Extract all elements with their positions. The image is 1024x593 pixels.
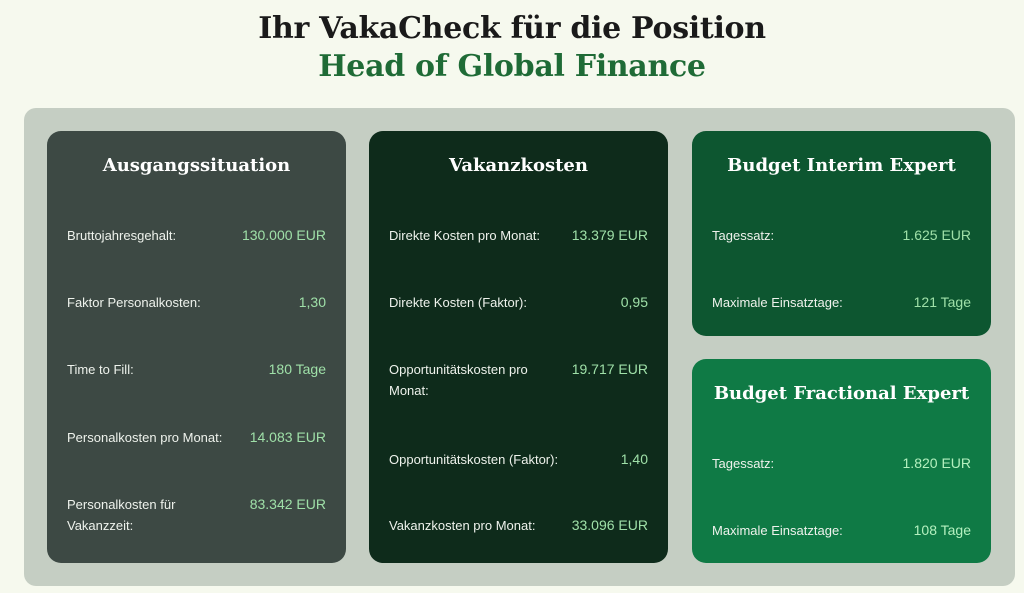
page-title: Ihr VakaCheck für die Position	[258, 11, 766, 46]
position-title: Head of Global Finance	[318, 49, 706, 84]
row-label: Personalkosten pro Monat:	[67, 430, 223, 445]
card-title: Budget Interim Expert	[727, 155, 956, 176]
row-value: 0,95	[620, 294, 648, 310]
row-label: Vakanzkosten pro Monat:	[389, 518, 536, 533]
card-title: Budget Fractional Expert	[713, 383, 970, 404]
card-budget-fractional: Budget Fractional Expert Tagessatz: 1.82…	[692, 359, 991, 563]
card-title: Vakanzkosten	[449, 155, 588, 176]
row-value: 1.625 EUR	[902, 227, 971, 243]
row-label: Faktor Personalkosten:	[67, 295, 201, 310]
row-label: Maximale Einsatztage:	[712, 295, 843, 310]
row-label: Tagessatz:	[712, 456, 775, 471]
row-value: 1.820 EUR	[902, 455, 971, 471]
row-opportunitaetskosten-faktor: Opportunitätskosten (Faktor): 1,40	[389, 449, 648, 470]
row-personalkosten-vakanzzeit: Personalkosten für Vakanzzeit: 83.342 EU…	[67, 494, 326, 536]
row-tagessatz: Tagessatz: 1.820 EUR	[712, 453, 971, 474]
row-value: 14.083 EUR	[249, 429, 326, 445]
row-einsatztage: Maximale Einsatztage: 108 Tage	[712, 520, 971, 541]
row-label: Tagessatz:	[712, 228, 775, 243]
row-label: Opportunitätskosten pro Monat:	[389, 362, 528, 398]
row-value: 180 Tage	[268, 361, 326, 377]
row-label: Time to Fill:	[67, 362, 134, 377]
page-header: Ihr VakaCheck für die Position Head of G…	[0, 10, 1024, 86]
row-value: 121 Tage	[913, 294, 971, 310]
row-personalkosten-monat: Personalkosten pro Monat: 14.083 EUR	[67, 427, 326, 448]
card-vakanzkosten: Vakanzkosten Direkte Kosten pro Monat: 1…	[369, 131, 668, 563]
row-value: 19.717 EUR	[571, 361, 648, 377]
row-label: Direkte Kosten (Faktor):	[389, 295, 527, 310]
row-label: Direkte Kosten pro Monat:	[389, 228, 541, 243]
row-label: Maximale Einsatztage:	[712, 523, 843, 538]
card-ausgangssituation: Ausgangssituation Bruttojahresgehalt: 13…	[47, 131, 346, 563]
row-time-to-fill: Time to Fill: 180 Tage	[67, 359, 326, 380]
row-bruttojahresgehalt: Bruttojahresgehalt: 130.000 EUR	[67, 225, 326, 246]
card-title: Ausgangssituation	[102, 155, 291, 176]
row-direkte-kosten-faktor: Direkte Kosten (Faktor): 0,95	[389, 292, 648, 313]
row-value: 108 Tage	[913, 522, 971, 538]
row-opportunitaetskosten-monat: Opportunitätskosten pro Monat: 19.717 EU…	[389, 359, 648, 401]
row-label: Bruttojahresgehalt:	[67, 228, 177, 243]
row-value: 33.096 EUR	[571, 517, 648, 533]
row-faktor-personalkosten: Faktor Personalkosten: 1,30	[67, 292, 326, 313]
row-einsatztage: Maximale Einsatztage: 121 Tage	[712, 292, 971, 313]
row-value: 1,30	[298, 294, 326, 310]
row-direkte-kosten-monat: Direkte Kosten pro Monat: 13.379 EUR	[389, 225, 648, 246]
card-budget-interim: Budget Interim Expert Tagessatz: 1.625 E…	[692, 131, 991, 336]
row-value: 130.000 EUR	[241, 227, 326, 243]
row-label: Opportunitätskosten (Faktor):	[389, 452, 559, 467]
row-value: 83.342 EUR	[249, 496, 326, 512]
row-value: 1,40	[620, 451, 648, 467]
row-value: 13.379 EUR	[571, 227, 648, 243]
row-vakanzkosten-monat: Vakanzkosten pro Monat: 33.096 EUR	[389, 515, 648, 536]
row-tagessatz: Tagessatz: 1.625 EUR	[712, 225, 971, 246]
row-label: Personalkosten für Vakanzzeit:	[67, 497, 176, 533]
